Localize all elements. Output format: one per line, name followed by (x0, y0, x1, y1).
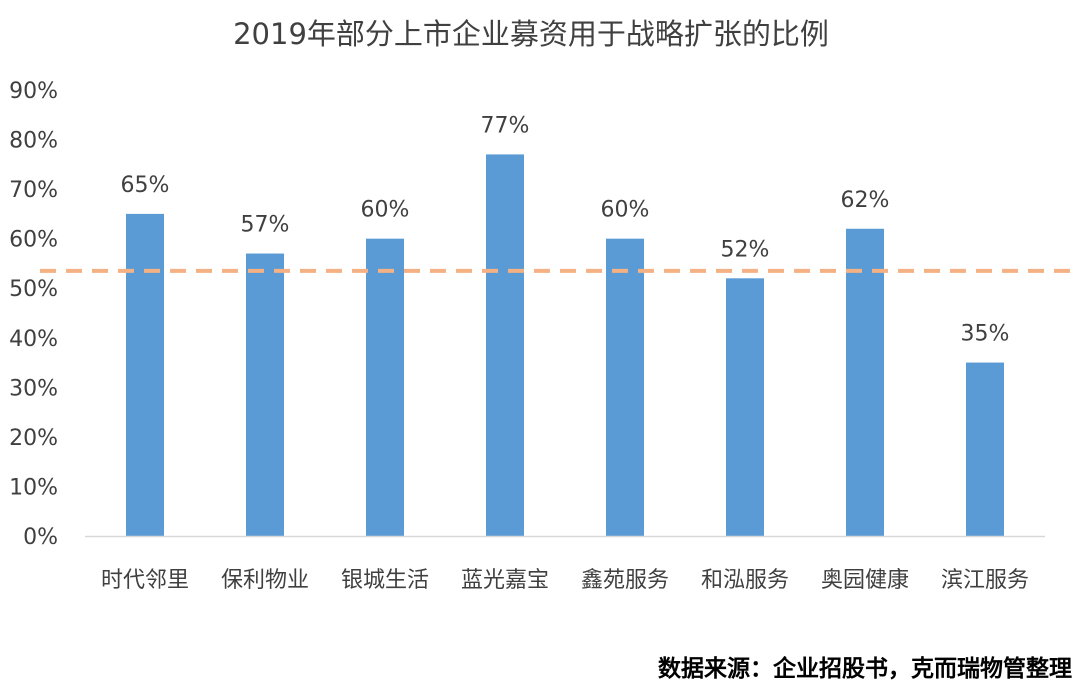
y-tick-label: 30% (9, 376, 58, 401)
chart-title: 2019年部分上市企业募资用于战略扩张的比例 (233, 17, 829, 51)
category-labels: 时代邻里 保利物业 银城生活 蓝光嘉宝 鑫苑服务 和泓服务 奥园健康 滨江服务 (101, 568, 1029, 593)
data-label: 65% (121, 173, 170, 198)
y-tick-label: 60% (9, 228, 58, 253)
bar (606, 238, 644, 536)
bar (846, 228, 884, 536)
data-label: 52% (721, 237, 770, 262)
bar (126, 213, 164, 536)
y-tick-label: 10% (9, 475, 58, 500)
x-tick-label: 银城生活 (341, 568, 429, 593)
x-tick-label: 鑫苑服务 (581, 568, 669, 593)
y-tick-label: 70% (9, 178, 58, 203)
data-label: 60% (361, 198, 410, 223)
data-label: 77% (481, 113, 530, 138)
data-label: 62% (841, 188, 890, 213)
data-label: 57% (241, 213, 290, 238)
bar (486, 154, 524, 536)
x-tick-label: 蓝光嘉宝 (461, 568, 549, 593)
y-tick-label: 50% (9, 277, 58, 302)
x-tick-label: 和泓服务 (701, 568, 789, 593)
source-note: 数据来源：企业招股书，克而瑞物管整理 (658, 655, 1072, 682)
bar (366, 238, 404, 536)
x-tick-label: 滨江服务 (941, 568, 1029, 593)
data-labels: 65% 57% 60% 77% 60% 52% 62% 35% (121, 113, 1010, 346)
bars (126, 154, 1004, 537)
data-label: 60% (601, 198, 650, 223)
y-tick-label: 90% (9, 79, 58, 104)
y-tick-label: 20% (9, 426, 58, 451)
bar (966, 362, 1004, 536)
y-tick-label: 80% (9, 129, 58, 154)
y-axis: 0% 10% 20% 30% 40% 50% 60% 70% 80% 90% (9, 79, 58, 550)
data-label: 35% (961, 322, 1010, 347)
bar (246, 253, 284, 537)
x-tick-label: 保利物业 (221, 568, 309, 593)
y-tick-label: 0% (23, 525, 58, 550)
bar (726, 278, 764, 536)
x-tick-label: 奥园健康 (821, 568, 909, 593)
y-tick-label: 40% (9, 327, 58, 352)
x-tick-label: 时代邻里 (101, 568, 189, 593)
